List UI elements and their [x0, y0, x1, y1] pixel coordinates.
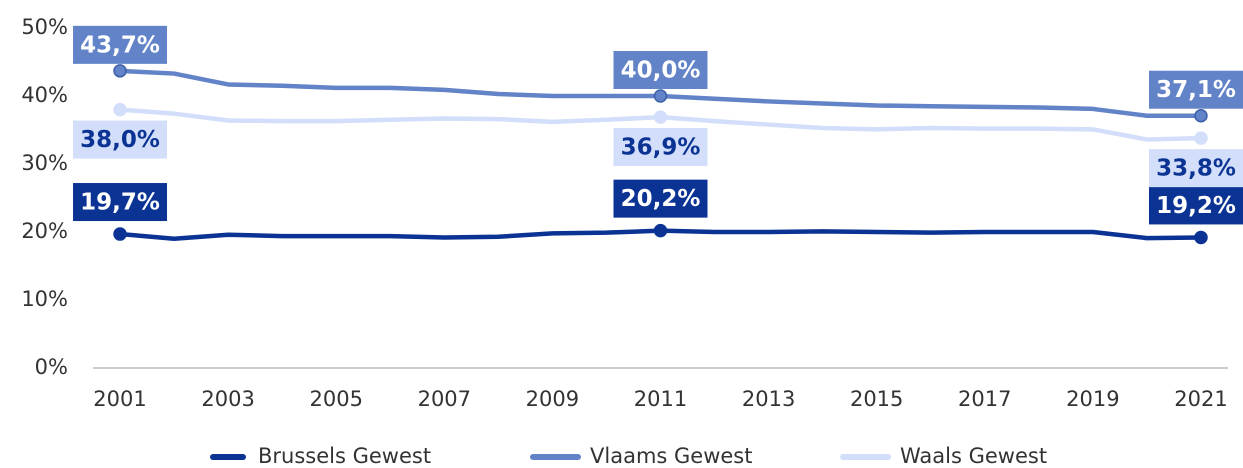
marker [113, 227, 127, 241]
marker [1194, 108, 1208, 123]
x-tick-label: 2001 [93, 387, 146, 411]
marker [653, 110, 668, 124]
x-tick-label: 2005 [309, 387, 362, 411]
marker [653, 89, 668, 103]
legend-label: Waals Gewest [900, 444, 1047, 468]
data-label-text: 20,2% [621, 186, 701, 212]
data-label: 38,0% [73, 120, 168, 159]
data-label-text: 40,0% [621, 58, 701, 84]
marker [1194, 131, 1208, 145]
legend-label: Brussels Gewest [258, 444, 431, 468]
data-label-text: 36,9% [621, 135, 701, 161]
data-label-text: 37,1% [1156, 77, 1236, 103]
y-tick-label: 20% [21, 219, 68, 243]
data-label-box [1149, 149, 1243, 188]
data-label: 20,2% [613, 179, 708, 218]
x-tick-label: 2013 [742, 387, 795, 411]
x-tick-label: 2009 [526, 387, 579, 411]
data-label-text: 19,2% [1156, 193, 1236, 219]
y-tick-label: 30% [21, 151, 68, 175]
marker [113, 64, 127, 78]
x-tick-label: 2007 [418, 387, 471, 411]
data-label-box [73, 120, 168, 159]
marker [653, 223, 668, 238]
data-label: 36,9% [613, 128, 708, 167]
data-label: 19,7% [73, 183, 168, 222]
y-tick-label: 50% [21, 15, 68, 39]
x-tick-label: 2015 [850, 387, 903, 411]
data-label: 37,1% [1149, 70, 1243, 109]
data-label-text: 33,8% [1156, 156, 1236, 182]
x-tick-label: 2019 [1066, 387, 1119, 411]
data-label: 19,2% [1149, 186, 1243, 225]
marker [113, 102, 127, 117]
data-label-box [1149, 70, 1243, 109]
marker [1194, 230, 1208, 245]
x-tick-label: 2003 [201, 387, 254, 411]
data-label-box [613, 128, 708, 167]
data-label: 40,0% [613, 51, 708, 89]
data-label-box [613, 51, 708, 89]
y-tick-label: 0% [35, 355, 68, 379]
x-tick-label: 2011 [634, 387, 687, 411]
data-label-box [1149, 186, 1243, 225]
data-label-box [73, 183, 168, 222]
data-label-box [73, 25, 168, 64]
data-label-box [613, 179, 708, 218]
y-tick-label: 40% [21, 83, 68, 107]
data-label-text: 38,0% [80, 127, 160, 153]
y-tick-label: 10% [21, 287, 68, 311]
legend-label: Vlaams Gewest [590, 444, 752, 468]
data-label-text: 19,7% [80, 190, 160, 216]
x-tick-label: 2017 [958, 387, 1011, 411]
x-tick-label: 2021 [1174, 387, 1227, 411]
data-label: 43,7% [73, 25, 168, 64]
data-label-text: 43,7% [80, 32, 160, 58]
data-label: 33,8% [1149, 149, 1243, 188]
